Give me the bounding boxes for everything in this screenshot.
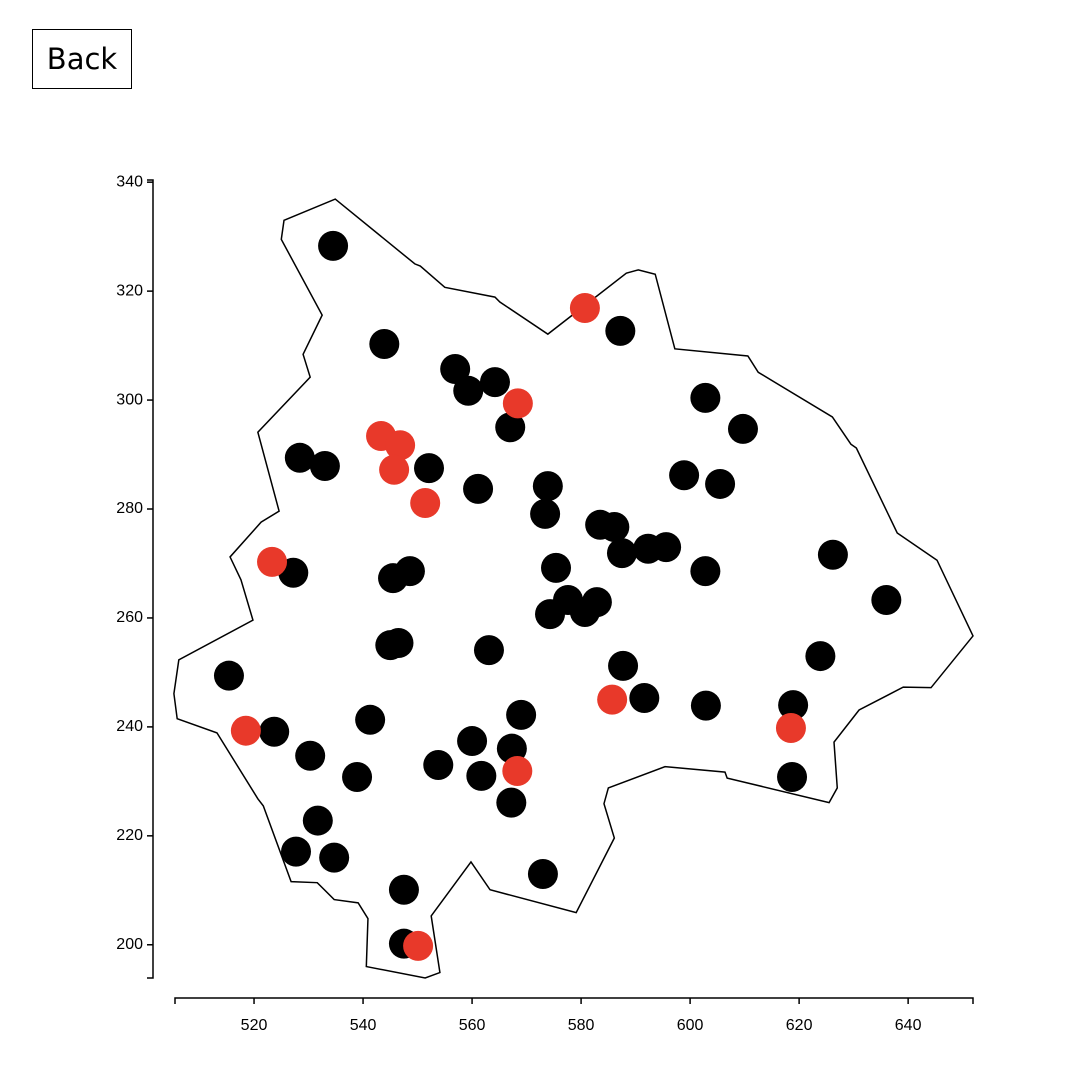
point (669, 460, 700, 491)
point (775, 712, 806, 743)
point (690, 382, 721, 413)
y-tick-label: 320 (116, 282, 143, 299)
point (817, 539, 848, 570)
point (423, 750, 454, 781)
y-axis (147, 179, 154, 979)
y-tick-label: 340 (116, 173, 143, 190)
point (597, 684, 628, 715)
x-axis (174, 997, 974, 1004)
point (295, 740, 326, 771)
y-tick-label: 240 (116, 718, 143, 735)
point (410, 488, 441, 519)
x-tick-label: 560 (459, 1017, 486, 1034)
point (318, 230, 349, 261)
point (259, 716, 290, 747)
point (502, 756, 533, 787)
point (309, 450, 340, 481)
back-button[interactable]: Back (32, 29, 132, 89)
point (302, 805, 333, 836)
point (230, 715, 261, 746)
point (479, 367, 510, 398)
boundary (173, 198, 974, 979)
point (453, 375, 484, 406)
point (506, 699, 537, 730)
point (457, 726, 488, 757)
point (651, 532, 682, 563)
point (496, 787, 527, 818)
point (605, 315, 636, 346)
point (355, 704, 386, 735)
point (599, 511, 630, 542)
y-tick-label: 260 (116, 609, 143, 626)
point (383, 628, 414, 659)
point (414, 453, 445, 484)
point (440, 354, 471, 385)
y-tick-label: 220 (116, 827, 143, 844)
point (871, 584, 902, 615)
point (705, 468, 736, 499)
x-tick-label: 600 (677, 1017, 704, 1034)
x-tick-label: 520 (241, 1017, 268, 1034)
point (777, 762, 808, 793)
point (319, 842, 350, 873)
point (569, 293, 600, 324)
point (535, 599, 566, 630)
point (690, 556, 721, 587)
point (473, 635, 504, 666)
point (502, 388, 533, 419)
point (629, 683, 660, 714)
y-tick-label: 200 (116, 936, 143, 953)
x-tick-label: 580 (568, 1017, 595, 1034)
point (369, 328, 400, 359)
x-tick-label: 540 (350, 1017, 377, 1034)
point (385, 430, 416, 461)
point (727, 413, 758, 444)
point (608, 650, 639, 681)
point (257, 546, 288, 577)
point (606, 538, 637, 569)
point (530, 498, 561, 529)
point (284, 442, 315, 473)
point (379, 454, 410, 485)
point (213, 660, 244, 691)
x-tick-label: 640 (895, 1017, 922, 1034)
point (466, 760, 497, 791)
point (581, 587, 612, 618)
point (778, 690, 809, 721)
y-tick-label: 300 (116, 391, 143, 408)
point (527, 858, 558, 889)
point (403, 930, 434, 961)
point (463, 473, 494, 504)
point (495, 412, 526, 443)
point (394, 556, 425, 587)
y-tick-label: 280 (116, 500, 143, 517)
point (541, 552, 572, 583)
point (342, 762, 373, 793)
x-tick-label: 620 (786, 1017, 813, 1034)
point (388, 874, 419, 905)
point (805, 641, 836, 672)
point (281, 836, 312, 867)
point (690, 690, 721, 721)
point (532, 471, 563, 502)
